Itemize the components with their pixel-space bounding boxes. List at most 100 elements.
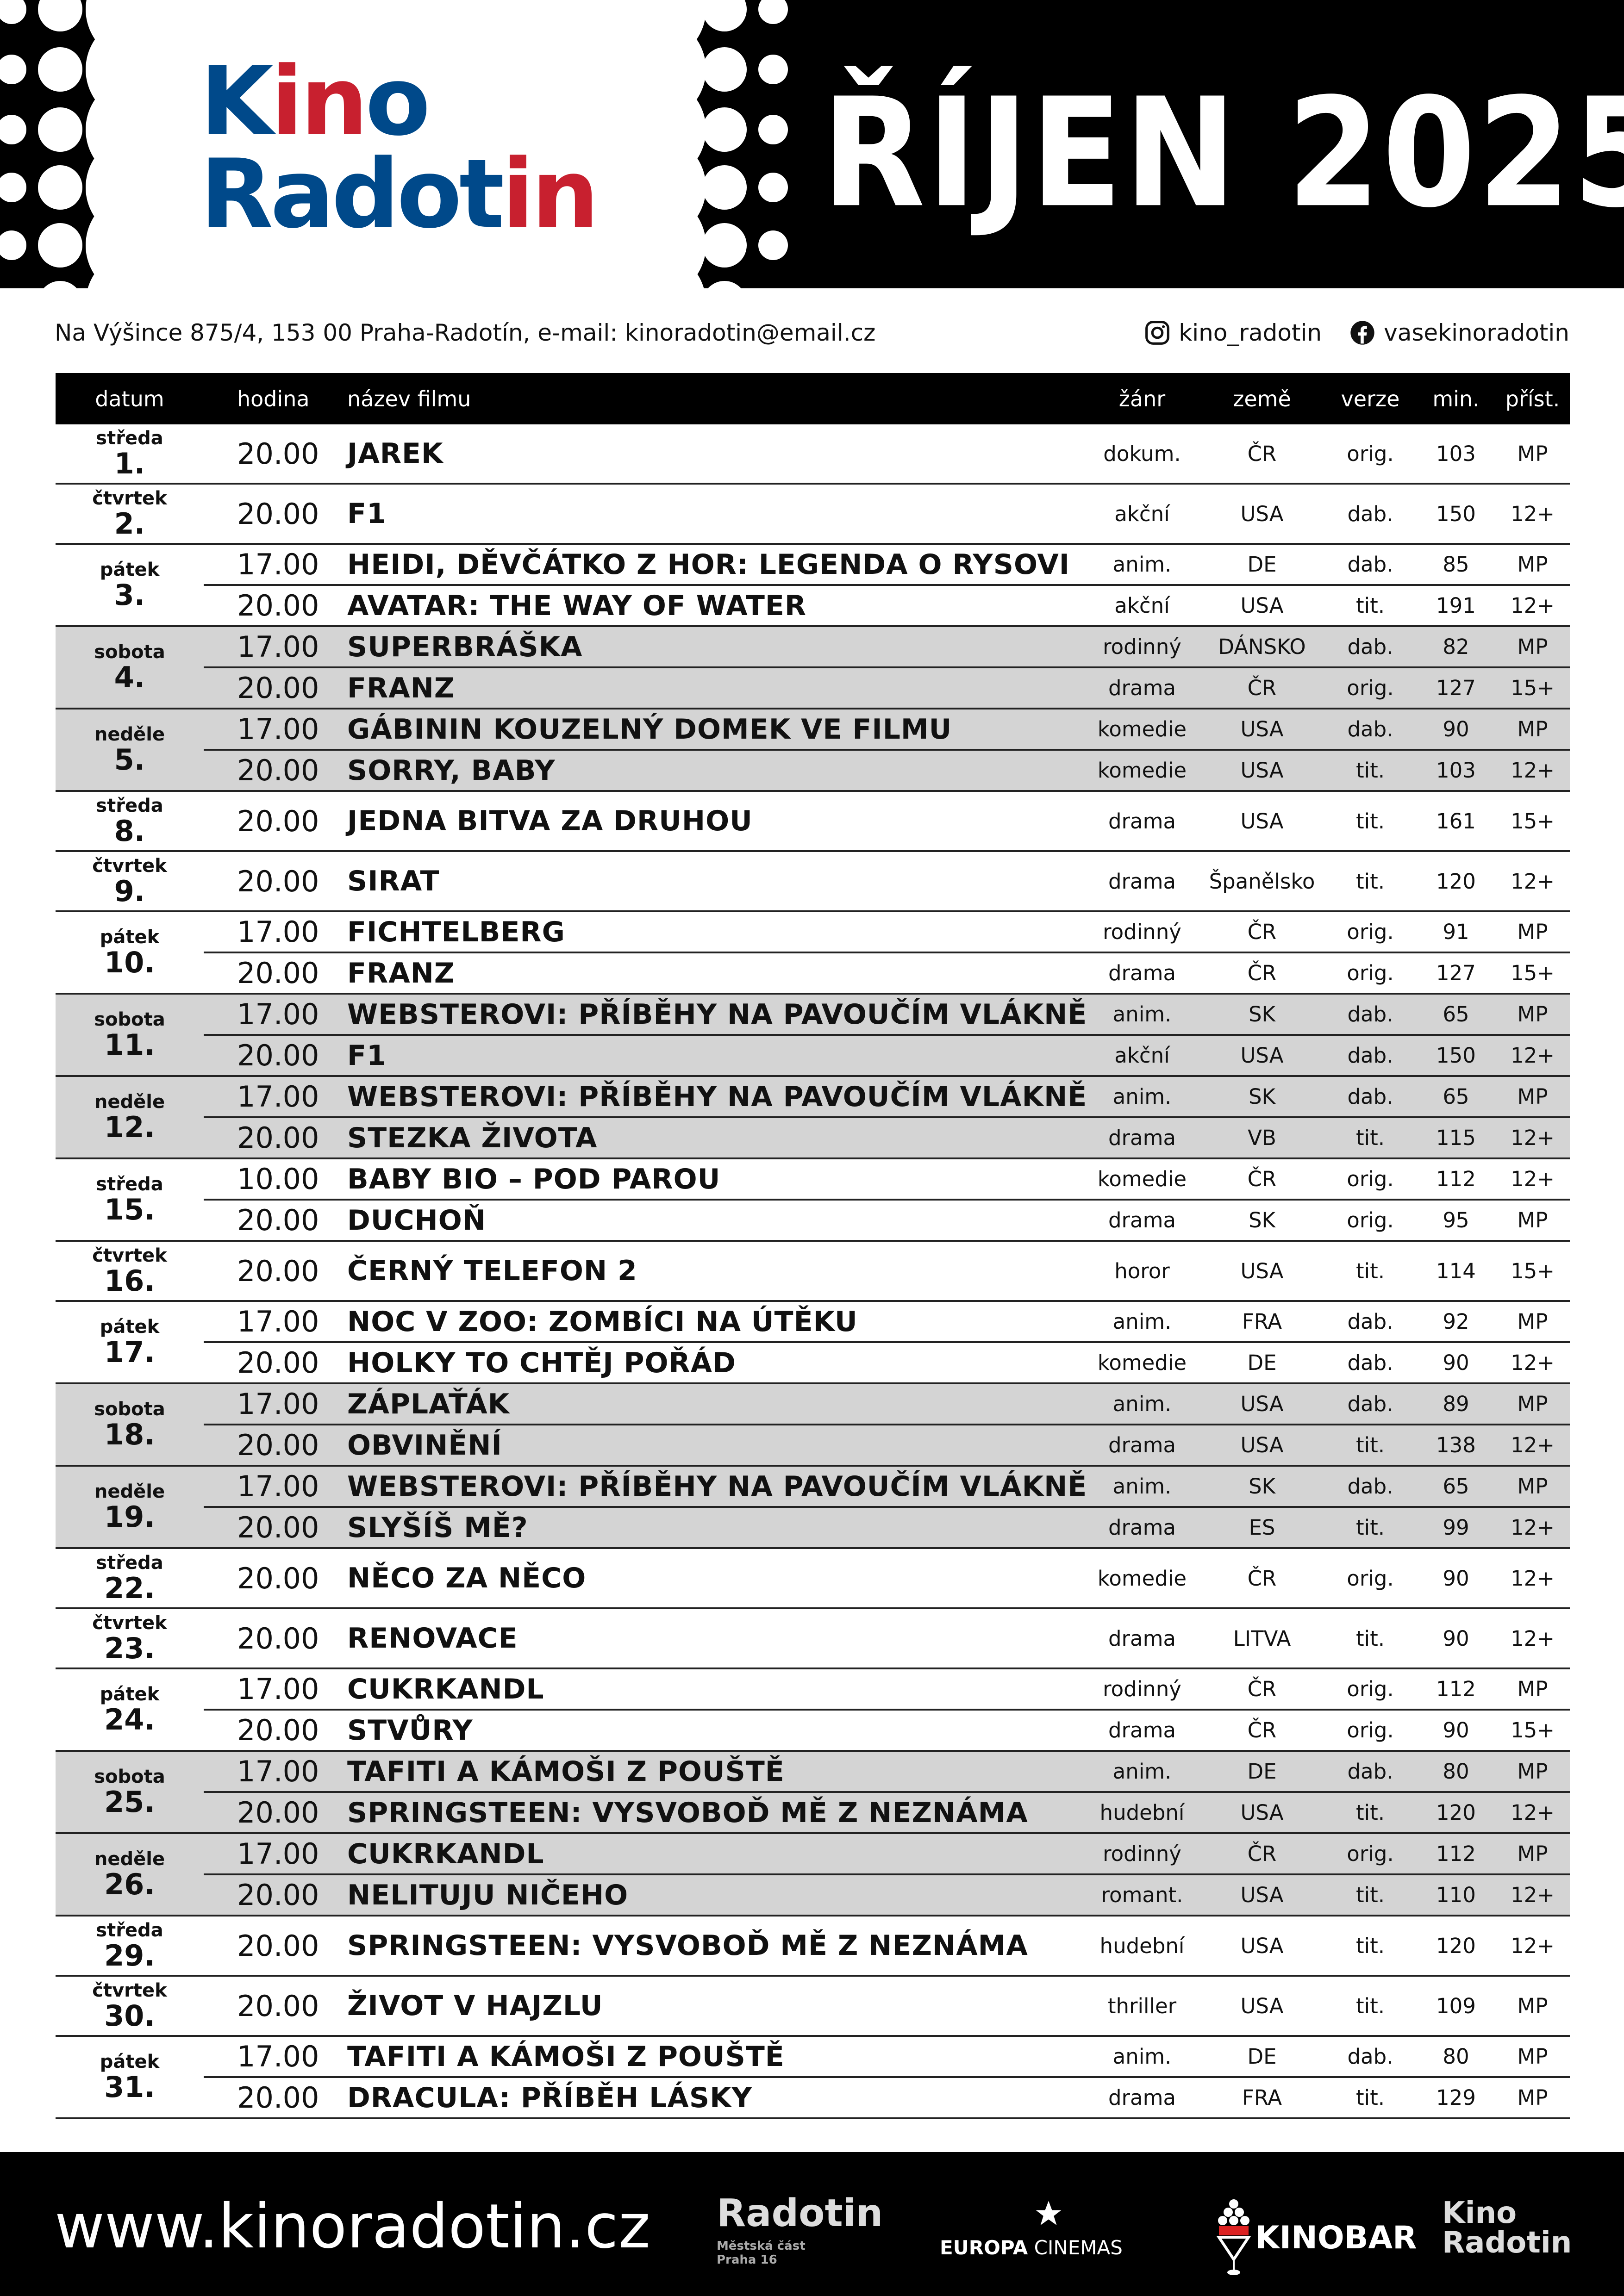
day-number: 8.	[114, 814, 145, 848]
film-title: SLYŠÍŠ MĚ?	[347, 1511, 528, 1544]
country: SK	[1248, 1002, 1276, 1027]
weekday: sobota	[94, 1399, 165, 1420]
table-row: 17.00 CUKRKANDL rodinný ČR orig. 112 MP	[204, 1669, 1570, 1709]
genre: akční	[1114, 593, 1170, 618]
genre: anim.	[1112, 1002, 1172, 1027]
logo-dot	[38, 165, 82, 210]
genre: komedie	[1097, 1566, 1187, 1591]
film-title: SUPERBRÁŠKA	[347, 630, 583, 663]
age-rating: MP	[1517, 1002, 1548, 1027]
day-block: neděle 12. 17.00 WEBSTEROVI: PŘÍBĚHY NA PAV…	[56, 1077, 1570, 1159]
day-number: 12.	[104, 1110, 155, 1144]
genre: anim.	[1112, 1392, 1172, 1416]
logo-dot	[87, 250, 190, 288]
version: orig.	[1347, 920, 1394, 944]
screening-time: 17.00	[237, 1837, 319, 1871]
runtime-minutes: 90	[1443, 1718, 1469, 1742]
version: tit.	[1355, 1626, 1385, 1651]
contact-address: Na Výšince 875/4, 153 00 Praha-Radotín, …	[55, 319, 876, 346]
date-cell: čtvrtek 2.	[56, 485, 204, 543]
screening-time: 17.00	[237, 997, 319, 1031]
age-rating: MP	[1517, 1208, 1548, 1232]
logo-dot	[702, 47, 747, 92]
country: DE	[1247, 552, 1277, 577]
version: dab.	[1347, 635, 1393, 659]
day-block: pátek 3. 17.00 HEIDI, DĚVČÁTKO Z HOR: LEGEN…	[56, 545, 1570, 627]
logo-dot	[702, 223, 747, 268]
day-number: 24.	[104, 1703, 155, 1736]
weekday: neděle	[94, 1091, 165, 1113]
version: orig.	[1347, 1718, 1394, 1742]
facebook-handle: vasekinoradotin	[1384, 319, 1569, 346]
film-title: WEBSTEROVI: PŘÍBĚHY NA PAVOUČÍM VLÁKNĚ	[347, 998, 1087, 1031]
header-rating: příst.	[1505, 386, 1560, 411]
genre: drama	[1108, 1126, 1176, 1150]
day-block: pátek 31. 17.00 TAFITI A KÁMOŠI Z POUŠTĚ ani…	[56, 2037, 1570, 2119]
version: tit.	[1355, 1126, 1385, 1150]
film-title: NOC V ZOO: ZOMBÍCI NA ÚTĚKU	[347, 1305, 858, 1338]
film-title: NĚCO ZA NĚCO	[347, 1562, 587, 1594]
weekday: čtvrtek	[92, 488, 167, 509]
age-rating: 12+	[1511, 593, 1555, 618]
date-cell: čtvrtek 16.	[56, 1242, 204, 1300]
version: dab.	[1347, 1084, 1393, 1109]
table-row: 20.00 SLYŠÍŠ MĚ? drama ES tit. 99 12+	[204, 1506, 1570, 1547]
weekday: pátek	[100, 1316, 160, 1338]
date-cell: sobota 25.	[56, 1752, 204, 1832]
screening-time: 10.00	[237, 1162, 319, 1196]
film-title: GÁBININ KOUZELNÝ DOMEK VE FILMU	[347, 713, 952, 746]
day-block: neděle 5. 17.00 GÁBININ KOUZELNÝ DOMEK VE F…	[56, 709, 1570, 792]
country: Španělsko	[1209, 869, 1315, 894]
genre: drama	[1108, 869, 1176, 894]
table-row: 17.00 FICHTELBERG rodinný ČR orig. 91 MP	[204, 912, 1570, 952]
screening-time: 20.00	[237, 1796, 319, 1829]
table-row: 20.00 DUCHOŇ drama SK orig. 95 MP	[204, 1199, 1570, 1240]
logo-dot	[702, 165, 747, 210]
screening-time: 17.00	[237, 1755, 319, 1788]
table-row: 20.00 ŽIVOT V HAJZLU thriller USA tit. 109 MP	[204, 1977, 1570, 2035]
table-row: 17.00 ZÁPLAŤÁK anim. USA dab. 89 MP	[204, 1384, 1570, 1424]
film-title: STEZKA ŽIVOTA	[347, 1121, 598, 1154]
genre: rodinný	[1103, 635, 1181, 659]
screening-time: 17.00	[237, 548, 319, 581]
website-link[interactable]: www.kinoradotin.cz	[55, 2191, 650, 2262]
date-cell: středa 22.	[56, 1549, 204, 1607]
weekday: sobota	[94, 641, 165, 663]
country: ČR	[1247, 1718, 1277, 1742]
instagram-link[interactable]: kino_radotin	[1144, 319, 1322, 346]
country: ČR	[1247, 1167, 1277, 1191]
instagram-icon	[1145, 321, 1170, 345]
day-block: středa 8. 20.00 JEDNA BITVA ZA DRUHOU drama U…	[56, 792, 1570, 852]
runtime-minutes: 92	[1443, 1309, 1469, 1334]
genre: akční	[1114, 1043, 1170, 1068]
facebook-link[interactable]: vasekinoradotin	[1349, 319, 1569, 346]
europa-cinemas-logo: EUROPA CINEMAS	[940, 2201, 1123, 2259]
age-rating: 15+	[1511, 1258, 1555, 1283]
weekday: středa	[96, 428, 163, 449]
day-number: 31.	[104, 2070, 155, 2104]
weekday: pátek	[100, 1684, 160, 1705]
screening-time: 20.00	[237, 1713, 319, 1747]
table-row: 17.00 TAFITI A KÁMOŠI Z POUŠTĚ anim. DE dab.…	[204, 2037, 1570, 2076]
country: FRA	[1242, 1309, 1282, 1334]
day-block: pátek 10. 17.00 FICHTELBERG rodinný ČR orig. 91…	[56, 912, 1570, 995]
day-number: 26.	[104, 1867, 155, 1901]
day-block: neděle 26. 17.00 CUKRKANDL rodinný ČR orig. 112…	[56, 1834, 1570, 1916]
table-row: 20.00 OBVINĚNÍ drama USA tit. 138 12+	[204, 1424, 1570, 1465]
country: DE	[1247, 1759, 1277, 1784]
genre: anim.	[1112, 1474, 1172, 1499]
runtime-minutes: 120	[1436, 1933, 1476, 1958]
logo-dot	[0, 0, 26, 24]
screening-time: 17.00	[237, 1305, 319, 1338]
film-title: ZÁPLAŤÁK	[347, 1388, 510, 1420]
runtime-minutes: 65	[1443, 1002, 1469, 1027]
day-block: sobota 11. 17.00 WEBSTEROVI: PŘÍBĚHY NA PAV…	[56, 995, 1570, 1077]
genre: drama	[1108, 1433, 1176, 1457]
genre: anim.	[1112, 1309, 1172, 1334]
social-links: kino_radotin vasekinoradotin	[1144, 319, 1569, 346]
screenings: 17.00 GÁBININ KOUZELNÝ DOMEK VE FILMU kome…	[204, 709, 1570, 790]
runtime-minutes: 112	[1436, 1167, 1476, 1191]
date-cell: středa 8.	[56, 792, 204, 850]
version: dab.	[1347, 1309, 1393, 1334]
weekday: středa	[96, 1174, 163, 1195]
